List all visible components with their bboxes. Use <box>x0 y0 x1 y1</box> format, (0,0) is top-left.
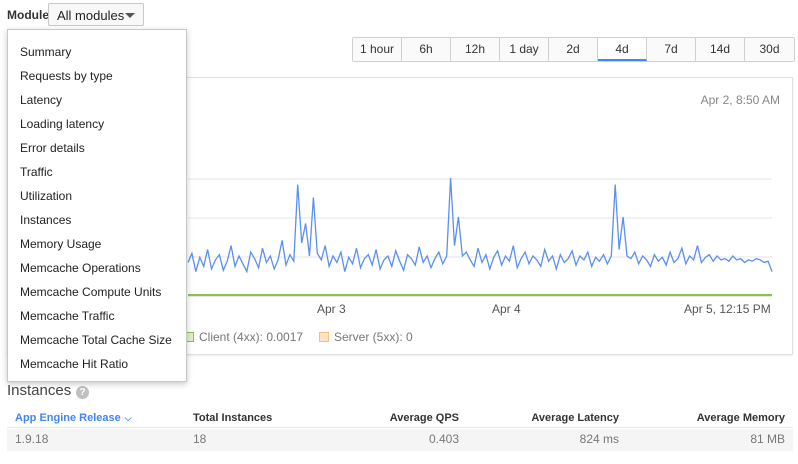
legend-client[interactable]: Client (4xx): 0.0017 <box>184 330 303 344</box>
menu-item-requests-by-type[interactable]: Requests by type <box>20 69 113 83</box>
cell-average-memory: 81 MB <box>750 432 785 446</box>
range-6h-button[interactable]: 6h <box>402 38 451 61</box>
chart-timestamp: Apr 2, 8:50 AM <box>700 93 780 107</box>
module-select[interactable]: All modules <box>48 3 144 26</box>
chevron-down-icon <box>125 13 135 18</box>
cell-average-qps: 0.403 <box>428 432 459 446</box>
range-1-day-button[interactable]: 1 day <box>500 38 549 61</box>
menu-item-traffic[interactable]: Traffic <box>20 165 53 179</box>
traffic-chart <box>187 177 773 297</box>
column-header-label: App Engine Release <box>15 412 121 424</box>
module-label: Module <box>7 8 49 22</box>
chevron-down-icon: ⌵ <box>124 413 132 423</box>
column-header-average-latency[interactable]: Average Latency <box>531 412 619 424</box>
menu-item-memcache-compute-units[interactable]: Memcache Compute Units <box>20 285 162 299</box>
column-header-average-qps[interactable]: Average QPS <box>389 412 459 424</box>
range-12h-button[interactable]: 12h <box>451 38 500 61</box>
menu-item-loading-latency[interactable]: Loading latency <box>20 117 105 131</box>
range-7d-button[interactable]: 7d <box>647 38 696 61</box>
menu-item-memcache-total-cache-size[interactable]: Memcache Total Cache Size <box>20 333 172 347</box>
menu-item-memory-usage[interactable]: Memory Usage <box>20 237 102 251</box>
range-4d-button[interactable]: 4d <box>598 38 647 61</box>
menu-item-memcache-hit-ratio[interactable]: Memcache Hit Ratio <box>20 357 129 371</box>
column-header-average-memory[interactable]: Average Memory <box>696 412 785 424</box>
table-row[interactable]: 1.9.18 18 0.403 824 ms 81 MB <box>7 429 793 451</box>
instances-heading: Instances <box>7 382 72 399</box>
column-header-total-instances[interactable]: Total Instances <box>193 412 273 424</box>
cell-total-instances: 18 <box>193 432 207 446</box>
menu-item-utilization[interactable]: Utilization <box>20 189 73 203</box>
x-tick-label: Apr 4 <box>492 302 521 316</box>
menu-item-summary[interactable]: Summary <box>20 45 72 59</box>
range-14d-button[interactable]: 14d <box>696 38 745 61</box>
module-select-value: All modules <box>57 8 125 23</box>
time-range-group: 1 hour 6h 12h 1 day 2d 4d 7d 14d 30d <box>352 37 795 62</box>
help-icon[interactable]: ? <box>76 386 89 399</box>
range-2d-button[interactable]: 2d <box>549 38 598 61</box>
menu-item-memcache-operations[interactable]: Memcache Operations <box>20 261 141 275</box>
legend-server-label: Server (5xx): 0 <box>334 330 413 344</box>
range-30d-button[interactable]: 30d <box>745 38 794 61</box>
requests-series-line <box>187 177 773 274</box>
menu-item-instances[interactable]: Instances <box>20 213 72 227</box>
column-header-app-engine-release[interactable]: App Engine Release ⌵ <box>15 412 132 424</box>
cell-average-latency: 824 ms <box>579 432 619 446</box>
x-tick-label: Apr 3 <box>317 302 346 316</box>
instances-table-header: App Engine Release ⌵ Total Instances Aver… <box>7 410 793 428</box>
legend-server[interactable]: Server (5xx): 0 <box>319 330 413 344</box>
range-1-hour-button[interactable]: 1 hour <box>353 38 402 61</box>
legend-swatch-server <box>319 332 329 342</box>
menu-item-latency[interactable]: Latency <box>20 93 63 107</box>
module-dropdown-menu: Summary Requests by type Latency Loading… <box>7 29 187 382</box>
menu-item-memcache-traffic[interactable]: Memcache Traffic <box>20 309 115 323</box>
menu-item-error-details[interactable]: Error details <box>20 141 85 155</box>
x-tick-label: Apr 5, 12:15 PM <box>684 302 771 316</box>
cell-release: 1.9.18 <box>15 432 49 446</box>
legend-client-label: Client (4xx): 0.0017 <box>199 330 304 344</box>
